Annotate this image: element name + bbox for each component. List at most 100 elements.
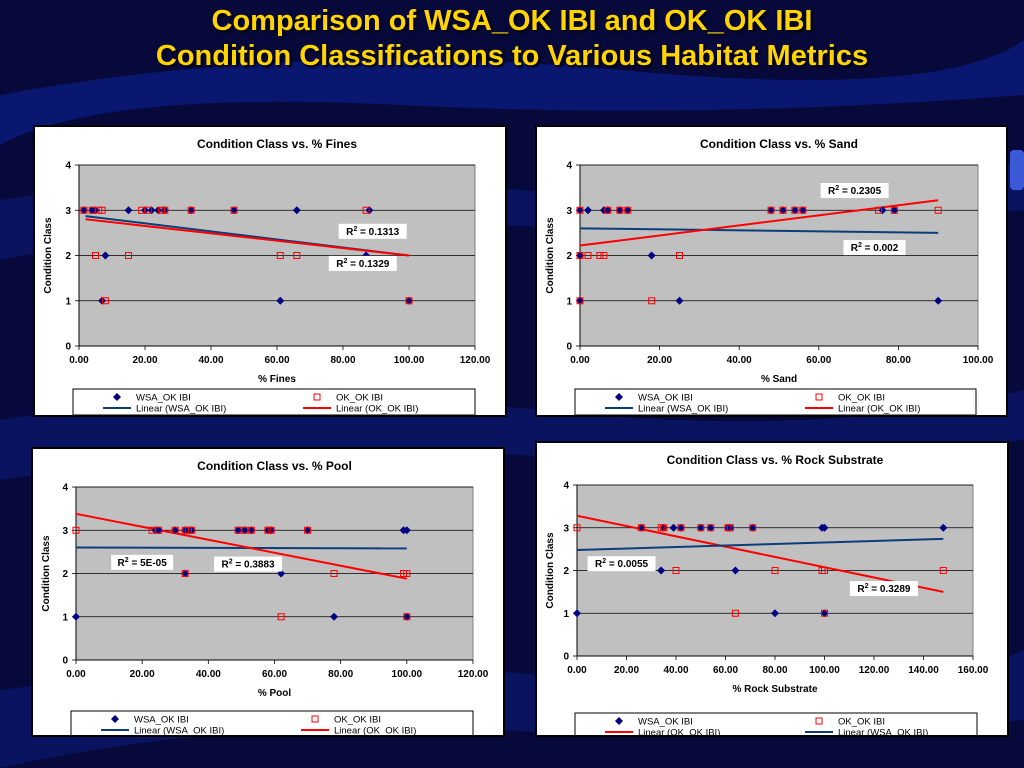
legend-label: WSA_OK IBI [136,393,191,404]
data-point-ok [125,252,132,259]
slide-title-line-1: Comparison of WSA_OK IBI and OK_OK IBI [211,5,813,37]
trendline [579,199,939,247]
data-point-ok [241,526,249,534]
r-squared-box [843,240,906,256]
data-point-ok [624,206,632,214]
x-axis-label: % Fines [258,374,296,385]
legend [574,712,978,735]
y-tick-label: 0 [62,656,68,667]
data-point-wsa [676,523,685,532]
data-point-wsa [659,523,668,532]
data-point-ok [771,567,779,574]
x-tick-label: 60.00 [264,355,289,366]
data-point-ok [188,526,196,534]
data-point-wsa [798,206,807,215]
r-squared-text: R2 = 0.2305 [828,185,882,197]
data-point-wsa [748,523,757,532]
legend-marker-diamond [615,717,623,725]
legend-marker-diamond [615,393,623,401]
data-point-ok [362,206,370,214]
x-tick-label: 120.00 [859,665,890,676]
legend [72,388,476,415]
r-squared-box [849,581,918,597]
slide-title-line-2: Condition Classifications to Various Hab… [155,40,869,72]
data-point-ok [101,297,109,305]
data-point-ok [92,252,99,259]
y-axis-label: Condition Class [545,217,556,294]
data-point-wsa [657,566,666,575]
data-point-wsa [573,609,581,618]
data-point-ok [596,252,604,259]
legend-label: Linear (WSA_OK IBI) [136,404,226,415]
y-tick-label: 3 [65,206,71,217]
data-point-wsa [790,206,799,215]
legend-label: Linear (WSA_OK IBI) [134,726,224,736]
y-axis-label: Condition Class [545,532,556,609]
x-axis-label: % Rock Substrate [732,684,817,695]
data-point-ok [676,252,683,259]
y-tick-label: 3 [62,526,68,537]
data-point-ok [304,526,312,534]
chart-rock-substrate: Condition Class vs. % Rock Substrate 0 1 2 3… [535,441,1009,737]
data-point-wsa [890,206,899,215]
data-point-wsa [154,526,163,535]
x-tick-label: 0.00 [570,355,590,366]
y-tick-label: 3 [563,523,569,534]
r-squared-label: R2 = 0.3883 [214,556,283,572]
data-point-ok [660,524,668,532]
x-tick-label: 100.00 [809,665,840,676]
x-tick-label: 80.00 [330,355,355,366]
legend-label: WSA_OK IBI [638,393,693,404]
data-point-wsa [603,206,612,215]
y-tick-label: 3 [566,206,572,217]
r-squared-box [111,554,174,570]
data-point-wsa [778,206,787,215]
legend-label: OK_OK IBI [838,393,885,404]
data-point-wsa [767,206,776,215]
x-tick-label: 0.00 [567,665,587,676]
trendline [75,546,407,550]
data-point-wsa [405,296,413,305]
data-point-wsa [247,526,256,535]
legend-label: Linear (OK_OK IBI) [334,726,416,736]
x-tick-label: 80.00 [886,355,911,366]
data-point-wsa [726,523,735,532]
x-axis-label: % Sand [761,374,797,385]
r-squared-text: R2 = 0.0055 [595,558,649,570]
data-point-wsa [939,523,948,532]
data-point-wsa [820,609,829,618]
data-point-wsa [706,523,715,532]
data-point-wsa [101,251,110,260]
data-point-ok [234,526,242,534]
data-point-wsa [402,526,411,535]
y-tick-label: 4 [65,161,71,172]
r-squared-label: R2 = 0.0055 [587,556,656,572]
data-point-wsa [934,296,943,305]
r-squared-text: R2 = 0.002 [851,242,899,254]
data-point-ok [604,206,612,214]
y-tick-label: 2 [62,569,68,580]
y-tick-label: 4 [563,481,569,492]
x-tick-label: 140.00 [908,665,939,676]
legend-marker-diamond [113,393,121,401]
x-axis-label: % Pool [258,688,292,699]
data-point-ok [277,613,285,621]
r-squared-box [338,223,407,239]
chart-title: Condition Class vs. % Sand [700,137,858,151]
chart-sand: Condition Class vs. % Sand 0 1 2 3 4 0.00 20.00… [535,125,1008,417]
legend-label: Linear (WSA_OK IBI) [638,404,728,415]
data-point-wsa [234,526,243,535]
y-tick-label: 2 [563,566,569,577]
data-point-ok [799,206,807,214]
y-tick-label: 0 [65,342,71,353]
data-point-ok [576,206,584,214]
x-tick-label: 60.00 [713,665,738,676]
data-point-ok [230,206,238,214]
x-tick-label: 20.00 [130,669,155,680]
data-point-ok [98,206,106,214]
data-point-ok [403,570,411,577]
data-point-wsa [402,612,411,621]
y-tick-label: 1 [62,612,68,623]
r-squared-text: R2 = 5E-05 [118,557,168,569]
